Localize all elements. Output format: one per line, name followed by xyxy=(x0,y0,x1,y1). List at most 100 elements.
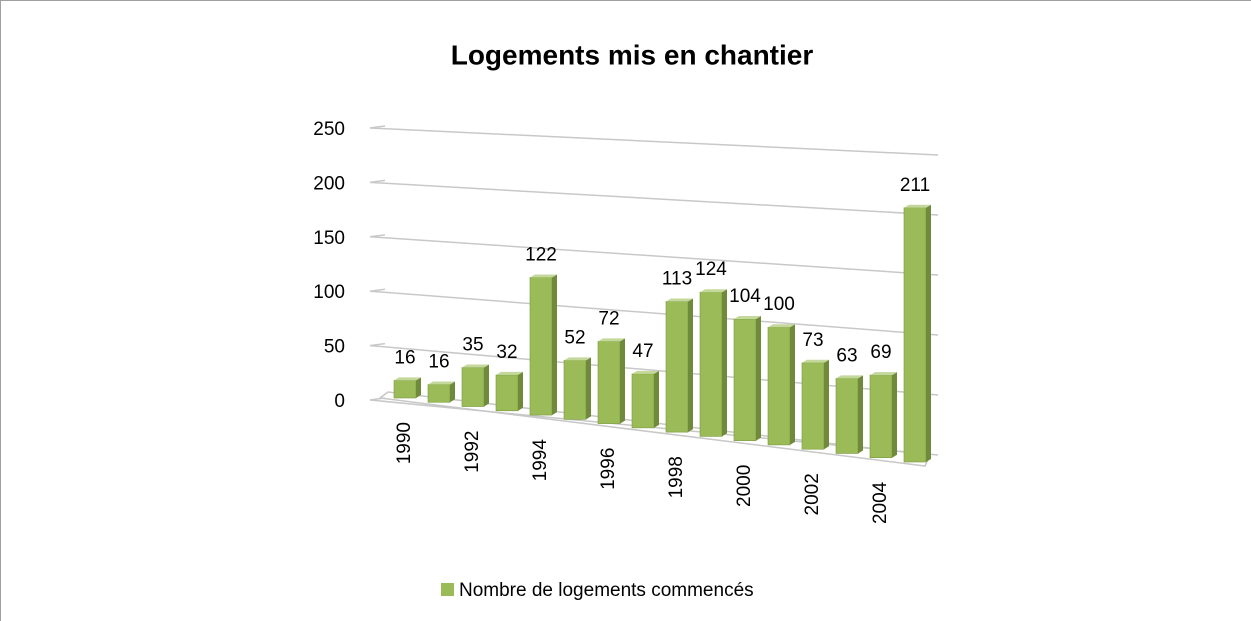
value-label: 63 xyxy=(836,345,857,366)
grid-line xyxy=(369,127,939,156)
bar xyxy=(427,381,455,403)
value-label: 72 xyxy=(598,308,619,329)
value-label: 100 xyxy=(763,294,795,315)
bar-front xyxy=(903,207,927,463)
bar-side xyxy=(484,364,489,407)
x-tick-label: 2004 xyxy=(870,481,891,524)
bar-front xyxy=(631,373,655,429)
value-label: 16 xyxy=(428,352,449,373)
x-tick-label: 1990 xyxy=(394,422,415,464)
bar xyxy=(733,315,761,441)
x-tick-label: 1992 xyxy=(462,431,483,473)
grid-line xyxy=(369,236,939,276)
legend-swatch xyxy=(441,583,454,596)
y-tick-label: 250 xyxy=(313,119,345,140)
x-tick-label: 1994 xyxy=(530,439,551,482)
bar-top xyxy=(632,370,659,374)
value-label: 52 xyxy=(564,327,585,348)
bar-top xyxy=(598,338,625,342)
bar xyxy=(767,324,795,446)
bar-front xyxy=(597,341,621,424)
bar-front xyxy=(835,378,859,454)
bar xyxy=(529,274,557,416)
bar-top xyxy=(530,274,557,278)
bar-top xyxy=(496,371,523,375)
value-label: 124 xyxy=(695,259,727,280)
bar-top xyxy=(428,381,455,385)
bar-side xyxy=(586,357,591,420)
y-tick-label: 100 xyxy=(313,282,345,303)
y-tick-label: 200 xyxy=(313,173,345,194)
value-label: 16 xyxy=(394,347,415,368)
x-tick-label: 2002 xyxy=(802,473,823,515)
bar-front xyxy=(495,374,519,412)
value-label: 122 xyxy=(525,244,557,265)
grid-line-side xyxy=(369,342,386,347)
value-label: 35 xyxy=(462,335,483,356)
x-tick-label: 2000 xyxy=(734,465,755,507)
x-tick-label: 1998 xyxy=(666,456,687,498)
bar-side xyxy=(858,375,863,454)
bar-top xyxy=(904,204,931,208)
bar-side xyxy=(518,371,523,411)
bar xyxy=(563,357,591,420)
bar-side xyxy=(892,372,897,458)
bar-top xyxy=(462,364,489,368)
bar-side xyxy=(790,324,795,445)
bar-front xyxy=(427,384,451,403)
x-tick-label: 1996 xyxy=(598,448,619,490)
value-label: 211 xyxy=(900,175,930,196)
bar-front xyxy=(665,301,689,433)
bar-side xyxy=(688,298,693,433)
bar-side xyxy=(926,204,931,462)
bar-front xyxy=(733,318,757,441)
grid-line xyxy=(369,181,939,216)
grid-line xyxy=(369,290,939,336)
legend-label: Nombre de logements commencés xyxy=(459,580,754,601)
bar-front xyxy=(563,360,587,420)
bar-front xyxy=(529,277,553,416)
value-label: 73 xyxy=(802,330,823,351)
bar-front xyxy=(767,326,791,446)
bar-front xyxy=(869,374,893,459)
bar-side xyxy=(654,370,659,428)
bar-side xyxy=(620,338,625,424)
bar-side xyxy=(552,274,557,416)
bar xyxy=(597,338,625,424)
value-label: 104 xyxy=(729,286,761,307)
value-label: 47 xyxy=(632,341,653,362)
bar-top xyxy=(564,357,591,361)
bar-top xyxy=(870,372,897,376)
bar-side xyxy=(450,381,455,403)
grid-line-side xyxy=(369,125,386,129)
y-tick-label: 0 xyxy=(334,391,345,412)
bar xyxy=(631,370,659,429)
bar-top xyxy=(394,377,421,381)
bar xyxy=(665,298,693,433)
bar-top xyxy=(666,298,693,302)
bar-top xyxy=(802,359,829,363)
bar xyxy=(461,364,489,407)
value-label: 113 xyxy=(662,269,692,290)
bar xyxy=(393,377,421,399)
bar-top xyxy=(768,324,795,328)
bar-top xyxy=(836,375,863,379)
grid-line-side xyxy=(369,234,386,238)
grid-line-side xyxy=(369,288,386,292)
value-label: 69 xyxy=(870,342,891,363)
y-tick-label: 50 xyxy=(324,337,345,358)
bar-front xyxy=(461,367,485,407)
bar xyxy=(903,204,931,463)
bar-side xyxy=(824,359,829,450)
bar-top xyxy=(700,289,727,293)
bar xyxy=(699,289,727,437)
bar-side xyxy=(756,315,761,441)
y-tick-label: 150 xyxy=(313,228,345,249)
value-label: 32 xyxy=(496,342,517,363)
bar xyxy=(835,375,863,454)
bar-side xyxy=(416,377,421,398)
bar-front xyxy=(801,362,825,450)
bar-front xyxy=(393,380,417,399)
bar-front xyxy=(699,291,723,437)
